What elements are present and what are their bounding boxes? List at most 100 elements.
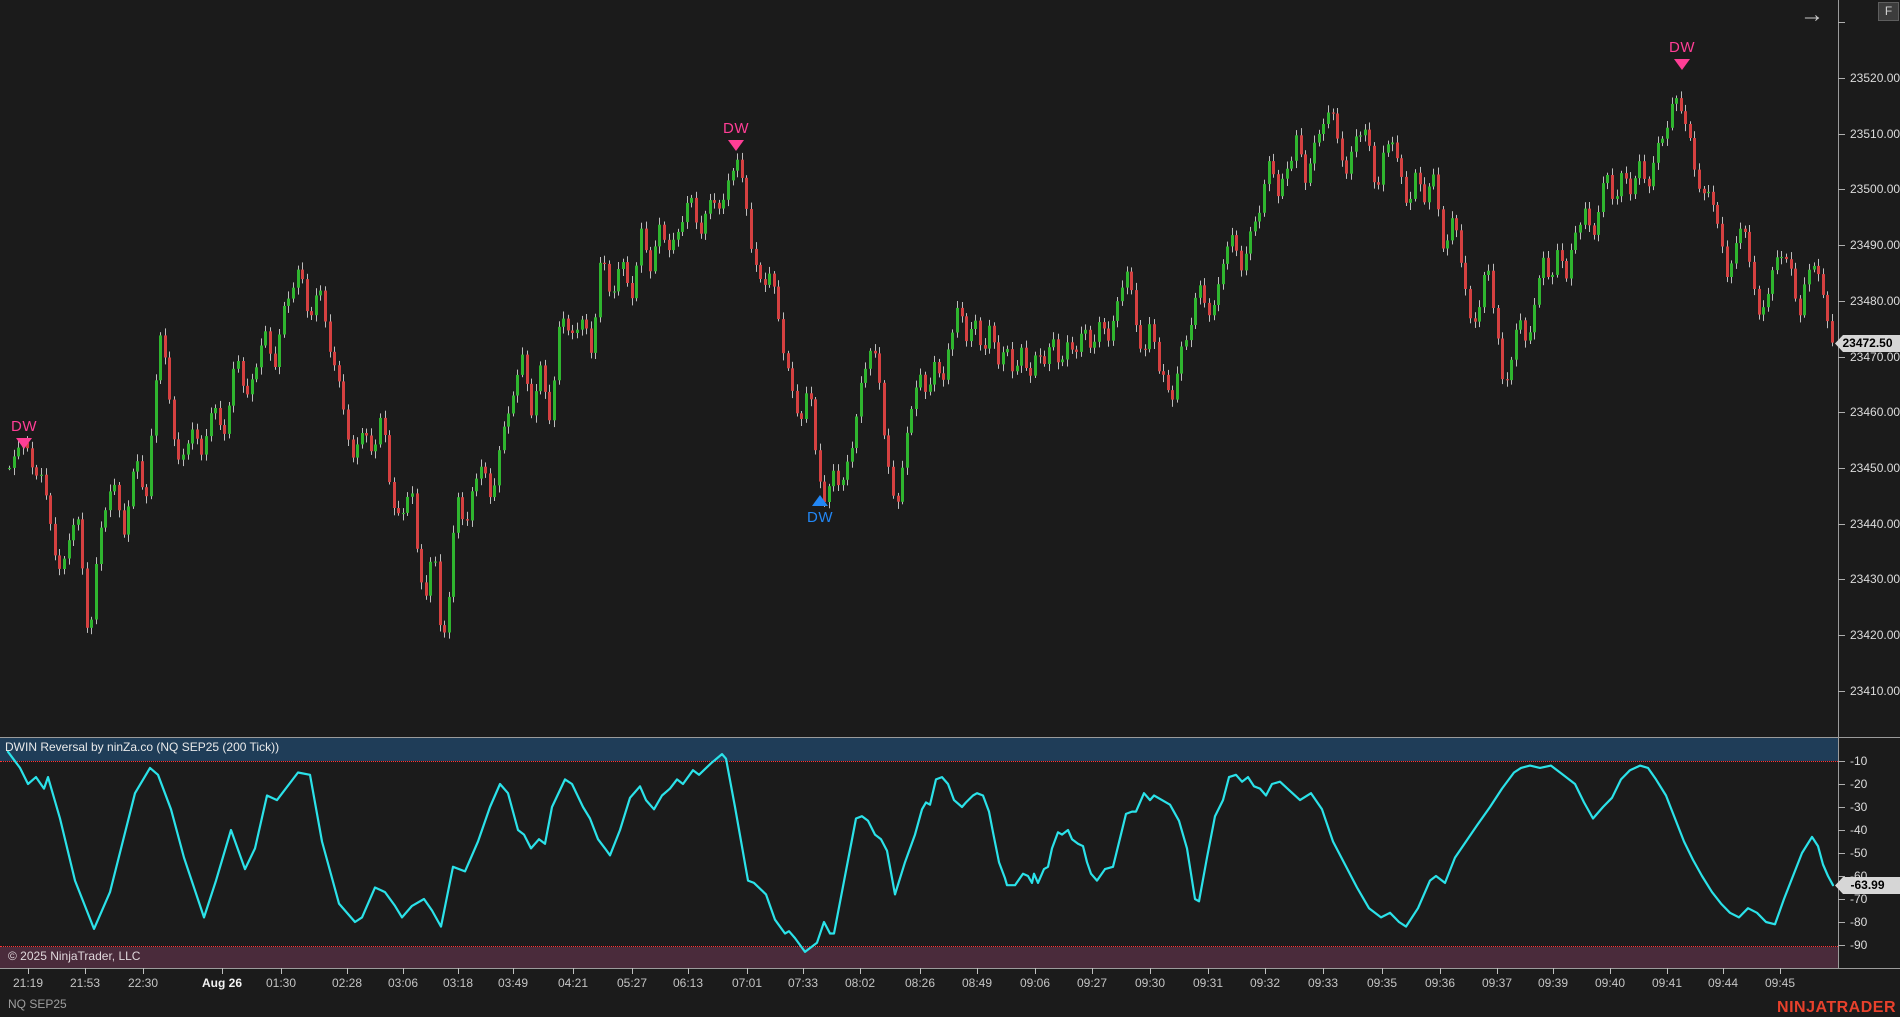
candle [1808, 263, 1811, 292]
time-tick-label: 09:27 [1076, 976, 1108, 990]
candle [1487, 264, 1490, 281]
candle [530, 378, 533, 419]
candle [951, 329, 954, 356]
time-tick-label: 09:35 [1366, 976, 1398, 990]
candle [1451, 211, 1454, 245]
axis-tick-mark [1838, 468, 1845, 469]
candle [1643, 154, 1646, 184]
candle [1735, 236, 1738, 269]
candle [1460, 224, 1463, 268]
candle [168, 351, 171, 404]
candle [567, 314, 570, 336]
candle [63, 556, 66, 575]
candle [1817, 258, 1820, 282]
indicator-panel[interactable]: DWIN Reversal by ninZa.co (NQ SEP25 (200… [0, 737, 1838, 968]
candle [31, 441, 34, 475]
candle [1446, 234, 1449, 256]
candle [1506, 372, 1509, 387]
candle [526, 350, 529, 392]
time-tick-label: 09:39 [1537, 976, 1569, 990]
candle [1409, 191, 1412, 210]
candle [347, 404, 350, 446]
candle [709, 193, 712, 220]
candle [1144, 344, 1147, 357]
candle [1222, 259, 1225, 290]
candle [310, 306, 313, 320]
candle [365, 428, 368, 443]
candle [1355, 129, 1358, 158]
candle [759, 262, 762, 283]
axis-tick-mark [1838, 301, 1845, 302]
candle [425, 575, 428, 600]
time-tick-label: 09:06 [1019, 976, 1051, 990]
candle [1272, 153, 1275, 178]
price-axis[interactable]: 23472.50 -63.99 23520.00 23510.00 23500.00… [1835, 0, 1900, 1017]
candle [970, 322, 973, 347]
price-chart-panel[interactable]: DW DW DW DW → [0, 0, 1838, 737]
candle [1180, 341, 1183, 381]
candle [869, 348, 872, 376]
axis-tick-mark [1838, 189, 1845, 190]
instrument-tab[interactable]: NQ SEP25 [8, 997, 67, 1011]
candle [553, 376, 556, 428]
candle [1002, 346, 1005, 372]
candle [118, 482, 121, 518]
candle [1268, 156, 1271, 192]
candle [1510, 356, 1513, 385]
candle [1703, 186, 1706, 201]
candle [448, 591, 451, 639]
down-triangle-icon [16, 438, 32, 449]
axis-tick-label: -30 [1850, 800, 1868, 814]
candle [68, 533, 71, 565]
candle [1245, 246, 1248, 276]
candle [1625, 166, 1628, 184]
candle [1620, 170, 1623, 203]
candle [1135, 282, 1138, 332]
time-tick-label: 09:45 [1764, 976, 1796, 990]
candle [319, 285, 322, 301]
candle [1368, 122, 1371, 152]
time-tick-label: 03:06 [387, 976, 419, 990]
candle [1300, 128, 1303, 158]
time-axis[interactable]: 21:19 21:53 22:30 Aug 26 01:30 02:28 03:06 03:1… [0, 968, 1838, 994]
candle [1803, 277, 1806, 318]
candle [1675, 95, 1678, 112]
candle [1295, 130, 1298, 169]
axis-tick-mark [1838, 876, 1845, 877]
candle [1345, 156, 1348, 179]
focus-button[interactable]: F [1878, 2, 1899, 21]
axis-tick-mark [1838, 524, 1845, 525]
candle [791, 361, 794, 399]
candle [1758, 285, 1761, 320]
candle [507, 406, 510, 434]
candle [1006, 345, 1009, 357]
time-tick-mark [688, 968, 689, 974]
candle [736, 153, 739, 178]
candle [429, 557, 432, 603]
candle [1748, 225, 1751, 268]
scroll-to-latest-arrow-icon[interactable]: → [1800, 1, 1824, 28]
axis-tick-label: 23510.00 [1850, 127, 1900, 141]
time-tick-label: 07:33 [787, 976, 819, 990]
candle [1071, 336, 1074, 354]
candle [338, 360, 341, 388]
candle [1139, 320, 1142, 353]
candle [1400, 154, 1403, 184]
candle [1258, 205, 1261, 229]
candle [1121, 280, 1124, 306]
candle [1579, 222, 1582, 240]
axis-tick-label: 23420.00 [1850, 628, 1900, 642]
candle [741, 152, 744, 183]
candle [1785, 253, 1788, 263]
candle [1542, 251, 1545, 286]
candle [576, 322, 579, 339]
candle [842, 477, 845, 491]
candle [910, 406, 913, 436]
candle [1790, 252, 1793, 276]
candle [1254, 216, 1257, 236]
time-tick-label: 07:01 [731, 976, 763, 990]
axis-tick-mark [1838, 78, 1845, 79]
candle [1281, 173, 1284, 199]
candle [1332, 108, 1335, 121]
candle [658, 217, 661, 254]
